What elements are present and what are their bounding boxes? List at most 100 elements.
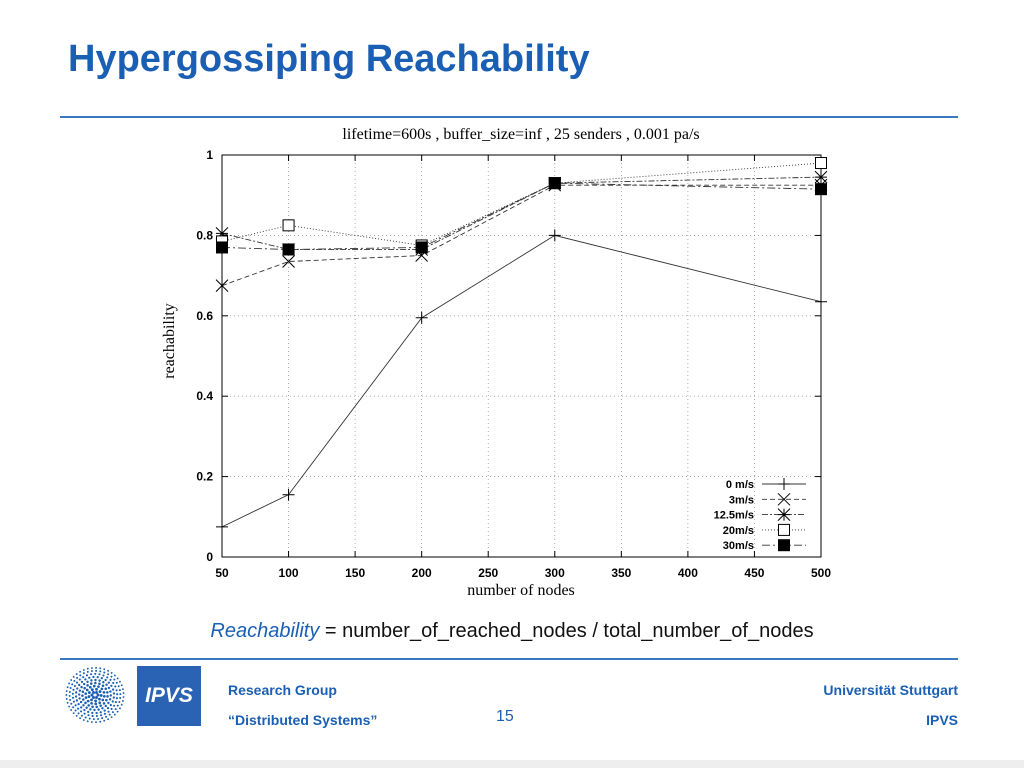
logo-dot <box>89 673 93 676</box>
logo-dot <box>119 707 121 710</box>
footer-university: Universität Stuttgart <box>823 682 958 698</box>
logo-dot <box>90 670 93 673</box>
logo-dot <box>110 707 113 711</box>
logo-dot <box>107 686 111 690</box>
logo-dot <box>91 714 94 718</box>
logo-dot <box>122 696 125 698</box>
logo-dot <box>95 666 97 669</box>
logo-dot <box>86 667 89 670</box>
x-tick-label: 250 <box>478 566 498 580</box>
logo-dot <box>99 720 102 723</box>
series-20m-s <box>216 157 827 252</box>
logo-dot <box>65 690 68 692</box>
x-axis-label: number of nodes <box>467 582 575 599</box>
logo-dot <box>104 704 108 708</box>
logo-dot <box>72 712 75 715</box>
logo-dot <box>107 681 110 684</box>
logo-dot <box>119 680 121 683</box>
logo-dot <box>83 712 86 715</box>
logo-dot <box>96 676 99 679</box>
filled-square-marker <box>282 243 295 256</box>
logo-dot <box>107 669 110 672</box>
cross-marker <box>215 279 229 293</box>
series-line <box>221 176 822 250</box>
logo-dot <box>84 692 88 696</box>
logo-dot <box>110 716 113 719</box>
logo-dot <box>113 704 116 707</box>
logo-dot <box>87 695 91 698</box>
cross-marker <box>282 255 295 268</box>
y-tick-label: 0.6 <box>196 309 213 323</box>
logo-dot <box>90 698 93 702</box>
x-tick-label: 450 <box>744 566 764 580</box>
logo-dot <box>66 701 69 704</box>
logo-dot <box>75 673 78 676</box>
logo-dot <box>78 678 81 681</box>
logo-dot <box>78 689 82 692</box>
x-tick-label: 100 <box>279 566 299 580</box>
logo-dot <box>74 704 77 707</box>
logo-dot <box>101 717 104 720</box>
logo-dot <box>103 709 106 712</box>
logo-dot <box>118 700 121 703</box>
logo-dot <box>116 704 119 707</box>
logo-dot <box>110 684 113 687</box>
logo-dot <box>102 702 106 705</box>
logo-dot <box>65 698 68 700</box>
logo-dot <box>82 698 85 701</box>
logo-dot <box>120 684 123 687</box>
logo-dot <box>81 690 85 693</box>
logo-dot <box>98 679 101 682</box>
logo-dot <box>102 674 105 677</box>
logo-dot <box>85 674 89 677</box>
logo-dot <box>119 693 122 696</box>
logo-dot <box>103 671 106 674</box>
logo-dot <box>90 688 94 692</box>
logo-dot <box>101 684 105 688</box>
logo-dot <box>80 685 83 689</box>
logo-dot <box>113 678 116 681</box>
logo-dot <box>98 690 102 693</box>
plus-marker <box>815 295 827 308</box>
logo-dot <box>110 675 113 678</box>
footer-research-group: Research Group <box>228 682 337 698</box>
logo-dot <box>90 667 93 669</box>
logo-dot <box>76 681 79 684</box>
logo-dot <box>112 696 115 699</box>
logo-dot <box>97 685 100 689</box>
filled-square-marker <box>778 539 790 552</box>
logo-dot <box>73 679 76 682</box>
x-tick-label: 200 <box>412 566 432 580</box>
logo-dot <box>70 679 73 681</box>
ipvs-logo: IPVS <box>137 666 201 726</box>
logo-dot <box>80 706 83 709</box>
plus-marker <box>778 478 790 490</box>
logo-dot <box>87 691 91 694</box>
logo-dot <box>70 709 73 711</box>
logo-dot <box>95 695 98 699</box>
logo-dot <box>84 678 87 681</box>
logo-dot <box>112 681 115 685</box>
logo-dot <box>72 688 75 691</box>
logo-dot <box>81 694 84 697</box>
logo-dot <box>80 710 83 713</box>
chart-title: lifetime=600s , buffer_size=inf , 25 sen… <box>342 126 699 143</box>
logo-dot <box>114 708 117 711</box>
logo-dot <box>95 714 98 718</box>
logo-dot <box>90 701 93 705</box>
logo-dot <box>75 691 78 694</box>
logo-dot <box>86 699 90 703</box>
logo-dot <box>122 692 125 694</box>
logo-dot <box>83 708 86 712</box>
logo-dot <box>92 691 95 695</box>
logo-dot <box>110 671 113 674</box>
logo-dot <box>74 695 78 698</box>
logo-dot <box>86 720 89 723</box>
logo-dot <box>92 695 95 699</box>
title-divider <box>60 116 958 118</box>
logo-dot <box>90 721 93 723</box>
plus-marker <box>282 488 295 501</box>
logo-dot <box>106 691 109 694</box>
x-tick-label: 300 <box>545 566 565 580</box>
logo-dot <box>68 705 71 708</box>
